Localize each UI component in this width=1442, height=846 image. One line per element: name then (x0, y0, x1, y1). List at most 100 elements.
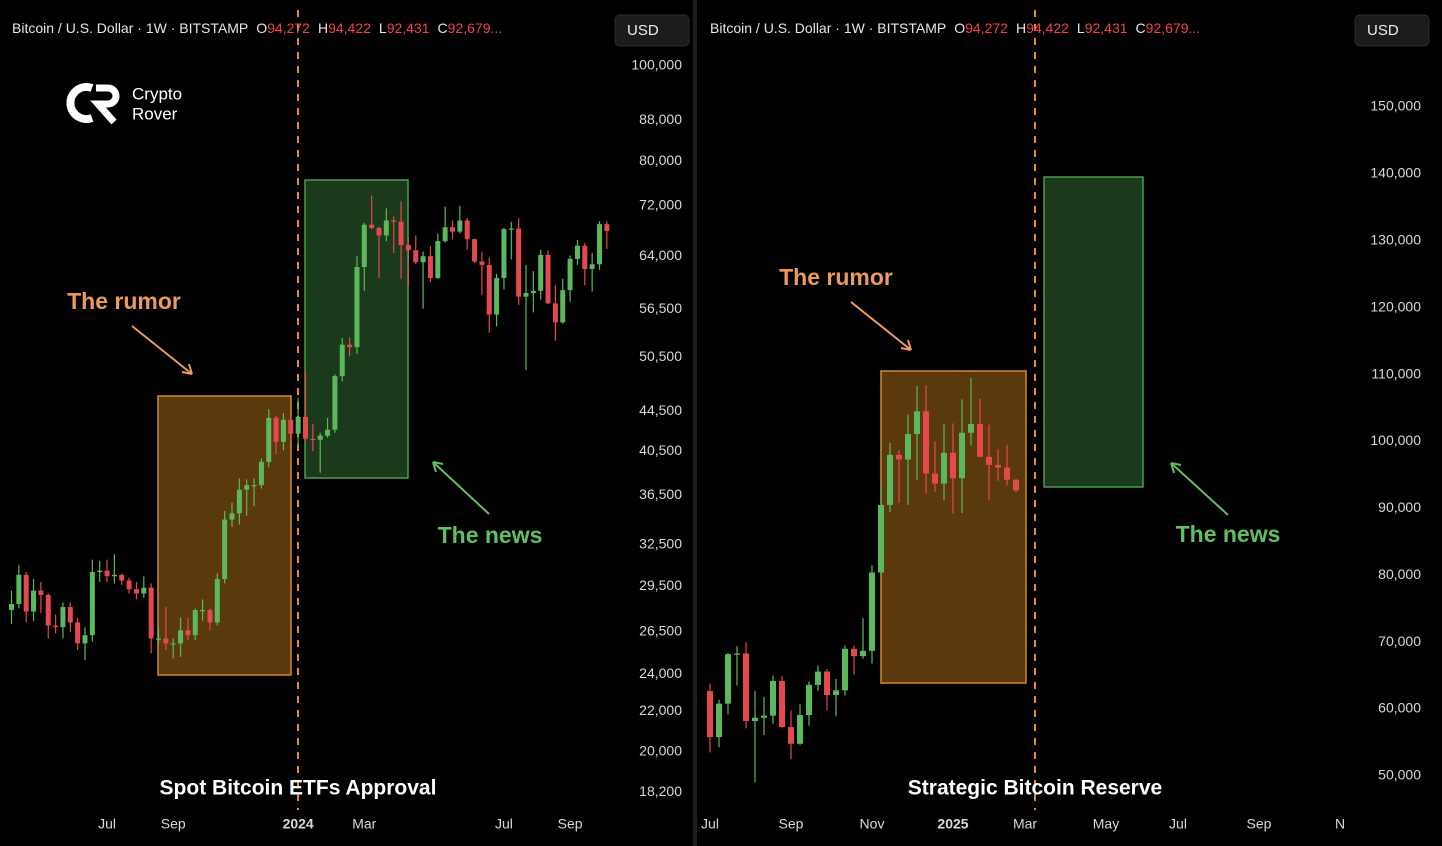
y-tick-label: 40,500 (639, 442, 682, 458)
currency-button[interactable] (1354, 14, 1430, 47)
chart-title: Strategic Bitcoin Reserve (908, 777, 1162, 800)
arrow (850, 301, 912, 351)
ohlc-value: 94,272 (965, 20, 1008, 36)
x-tick-label: Jul (1169, 816, 1187, 832)
candle-body (347, 344, 353, 348)
candle-body (391, 220, 397, 222)
candle-body (887, 454, 893, 505)
candle-body (896, 454, 902, 460)
ohlc-key: H (318, 20, 328, 36)
candle-body (222, 519, 228, 580)
currency-label: USD (627, 22, 659, 39)
candle-body (398, 221, 404, 246)
candle-body (16, 574, 22, 604)
annotation: The news (1176, 521, 1281, 547)
ohlc-key: L (379, 20, 387, 36)
x-tick-label: Jul (701, 816, 719, 832)
y-tick-label: 36,500 (639, 486, 682, 502)
currency-button[interactable] (614, 14, 690, 47)
candle-body (472, 239, 478, 262)
candle-body (67, 606, 73, 623)
candle-body (31, 590, 37, 612)
candle-body (427, 256, 433, 279)
candle-body (914, 411, 920, 435)
candle-body (303, 416, 308, 439)
ohlc-value: 94,272 (267, 20, 310, 36)
candle-body (178, 630, 184, 644)
candle-body (1004, 467, 1010, 480)
candle-body (280, 419, 286, 442)
candle-body (986, 456, 992, 465)
candle-body (932, 473, 938, 484)
candle-body (244, 485, 250, 490)
candle-body (119, 574, 125, 581)
candle-body (604, 224, 610, 231)
x-tick-label: Mar (1013, 816, 1037, 832)
annotation: The rumor (67, 288, 181, 314)
x-tick-label: Mar (352, 816, 376, 832)
rumor-box (880, 370, 1027, 684)
candle-body (45, 595, 51, 626)
y-tick-label: 20,000 (639, 743, 682, 759)
ohlc-value: 94,422 (1026, 20, 1069, 36)
y-tick-label: 24,000 (639, 665, 682, 681)
candle-body (995, 464, 1001, 468)
candle-body (707, 690, 713, 738)
candle-body (1013, 479, 1019, 491)
ohlc-value: 92,679... (1146, 20, 1201, 36)
y-tick-label: 140,000 (1370, 165, 1421, 181)
candle-body (236, 489, 242, 514)
candle-body (597, 224, 602, 265)
news-box (1043, 176, 1144, 488)
x-tick-label: Sep (558, 816, 583, 832)
candle-body (133, 589, 139, 594)
candle-body (376, 227, 382, 236)
candle-body (523, 293, 529, 297)
x-tick-label: 2025 (937, 816, 968, 832)
logo: Crypto Rover (66, 83, 182, 125)
candle-body (574, 245, 580, 259)
candle-body (806, 684, 812, 716)
candle-body (479, 261, 485, 265)
candle-body (420, 256, 426, 263)
arrow-head (432, 461, 444, 473)
y-tick-label: 29,500 (639, 577, 682, 593)
panel-divider (693, 0, 697, 846)
candle-body (192, 610, 198, 636)
candle-body (413, 250, 419, 263)
x-tick-label: May (1093, 816, 1119, 832)
y-tick-label: 88,000 (639, 111, 682, 127)
candle-body (582, 245, 588, 270)
candle-body (435, 241, 441, 279)
candle-body (968, 424, 974, 433)
x-tick-label: Sep (161, 816, 186, 832)
y-tick-label: 32,500 (639, 536, 682, 552)
candle-body (567, 258, 573, 291)
ohlc-value: 92,679... (448, 20, 503, 36)
x-tick-label: N (1335, 816, 1345, 832)
y-tick-label: 110,000 (1371, 365, 1421, 381)
y-tick-label: 64,000 (639, 247, 682, 263)
y-tick-label: 100,000 (1370, 432, 1421, 448)
candle-body (354, 266, 360, 348)
candle-body (923, 411, 929, 474)
logo-text: Rover (132, 104, 178, 123)
ohlc-key: C (1136, 20, 1146, 36)
candle-body (464, 220, 470, 240)
candle-body (797, 715, 803, 744)
x-tick-label: Sep (1247, 816, 1272, 832)
candle-body (200, 610, 206, 612)
chart-title: Spot Bitcoin ETFs Approval (160, 777, 437, 800)
candle-body (325, 429, 331, 436)
annotation: The rumor (779, 264, 893, 290)
x-tick-label: 2024 (283, 816, 314, 832)
candle-body (869, 572, 875, 651)
candle-body (833, 690, 839, 695)
candle-body (851, 648, 857, 657)
candle-body (530, 290, 536, 294)
chart-header: Bitcoin / U.S. Dollar · 1W · BITSTAMP O94… (710, 20, 1200, 36)
candle-body (508, 228, 514, 230)
logo-mark (90, 84, 120, 125)
candle-body (229, 513, 235, 520)
candle-body (369, 224, 375, 228)
